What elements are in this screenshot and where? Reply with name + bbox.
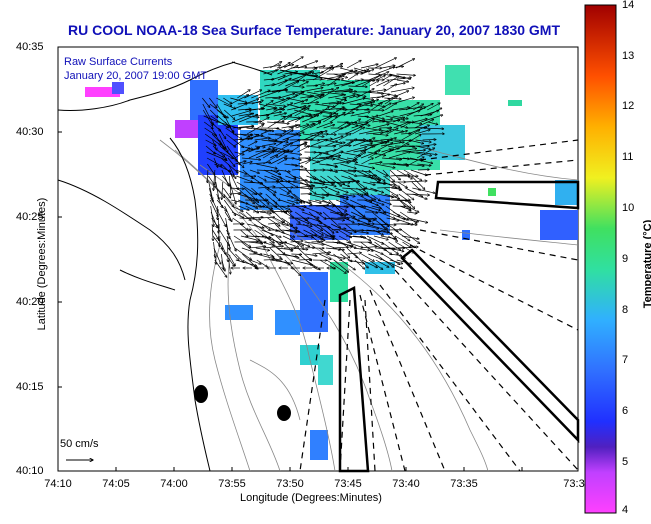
- colorbar-tick: 10: [622, 202, 634, 214]
- colorbar-label: Temperature (°C): [642, 204, 651, 324]
- colorbar-tick: 12: [622, 100, 634, 112]
- x-tick-label: 74:00: [160, 478, 188, 490]
- colorbar-tick: 6: [622, 405, 628, 417]
- colorbar-tick: 5: [622, 456, 628, 468]
- x-tick-label: 74:05: [102, 478, 130, 490]
- colorbar-tick: 4: [622, 504, 628, 516]
- island-marker: [277, 405, 291, 421]
- scale-label: 50 cm/s: [60, 438, 99, 450]
- island-marker: [194, 385, 208, 403]
- x-tick-label: 73:45: [334, 478, 362, 490]
- currents-time: January 20, 2007 19:00 GMT: [64, 70, 207, 82]
- colorbar-tick: 11: [622, 151, 633, 163]
- y-tick-label: 40:35: [16, 41, 44, 53]
- current-vector: [291, 254, 301, 255]
- x-tick-label: 73:50: [276, 478, 304, 490]
- colorbar: [585, 5, 616, 513]
- x-axis-label: Longitude (Degrees:Minutes): [240, 492, 382, 504]
- current-vector: [228, 242, 229, 262]
- y-axis-label: Latitude (Degrees:Minutes): [36, 194, 48, 334]
- currents-label: Raw Surface Currents: [64, 56, 172, 68]
- y-tick-label: 40:15: [16, 381, 44, 393]
- current-vector: [355, 176, 376, 177]
- colorbar-tick: 9: [622, 253, 628, 265]
- x-tick-label: 73:3: [563, 478, 584, 490]
- colorbar-tick: 14: [622, 0, 634, 11]
- x-tick-label: 73:55: [218, 478, 246, 490]
- x-tick-label: 73:40: [392, 478, 420, 490]
- colorbar-tick: 8: [622, 304, 628, 316]
- x-tick-label: 73:35: [450, 478, 478, 490]
- colorbar-tick: 13: [622, 50, 634, 62]
- current-vector: [423, 140, 437, 141]
- map-title: RU COOL NOAA-18 Sea Surface Temperature:…: [68, 22, 560, 38]
- current-vector: [312, 242, 324, 243]
- colorbar-tick: 7: [622, 354, 628, 366]
- x-tick-label: 74:10: [44, 478, 72, 490]
- y-tick-label: 40:30: [16, 126, 44, 138]
- current-vector: [339, 146, 351, 147]
- y-tick-label: 40:10: [16, 465, 44, 477]
